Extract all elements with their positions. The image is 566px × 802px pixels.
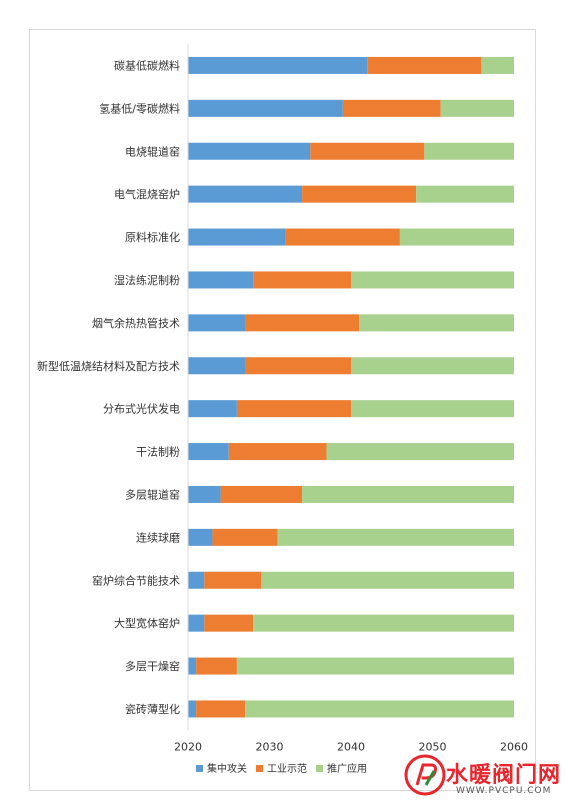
watermark: 水暖阀门网 WWW.PVCPU.COM bbox=[396, 753, 566, 802]
bar-segment bbox=[277, 528, 514, 546]
category-label: 电气混烧窑炉 bbox=[114, 187, 180, 201]
bar-segment bbox=[188, 228, 286, 246]
category-label: 瓷砖薄型化 bbox=[125, 702, 180, 716]
x-tick-label: 2020 bbox=[174, 740, 202, 753]
bar-segment bbox=[220, 485, 303, 503]
bar-segment bbox=[302, 485, 514, 503]
bar-segment bbox=[285, 228, 400, 246]
legend-label: 工业示范 bbox=[267, 762, 307, 775]
bar-segment bbox=[188, 185, 303, 203]
bar-segment bbox=[204, 614, 254, 632]
category-label: 湿法练泥制粉 bbox=[114, 273, 180, 287]
category-label: 干法制粉 bbox=[136, 445, 180, 459]
bar-segment bbox=[245, 700, 515, 718]
bar-segment bbox=[188, 657, 197, 675]
bar-segment bbox=[310, 142, 425, 160]
bar-segment bbox=[188, 357, 246, 375]
category-label: 氢基低/零碳燃料 bbox=[99, 101, 180, 115]
bar-segment bbox=[188, 142, 311, 160]
bar-segment bbox=[188, 271, 254, 289]
x-tick-label: 2040 bbox=[337, 740, 365, 753]
bar-segment bbox=[326, 443, 514, 461]
bar-segment bbox=[188, 400, 237, 418]
legend-swatch bbox=[256, 765, 263, 772]
bar-segment bbox=[212, 528, 278, 546]
bar-segment bbox=[188, 99, 343, 117]
bar-segment bbox=[245, 357, 351, 375]
watermark-title: 水暖阀门网 bbox=[446, 763, 562, 788]
bar-segment bbox=[245, 314, 360, 332]
bar-segment bbox=[188, 485, 221, 503]
bar-segment bbox=[351, 271, 514, 289]
category-label: 窑炉综合节能技术 bbox=[92, 573, 180, 587]
bar-segment bbox=[302, 185, 417, 203]
bar-segment bbox=[228, 443, 327, 461]
bar-segment bbox=[253, 271, 351, 289]
bar-segment bbox=[196, 700, 246, 718]
bar-segment bbox=[351, 357, 514, 375]
bar-segment bbox=[188, 700, 197, 718]
bar-segment bbox=[188, 56, 368, 74]
chart-frame bbox=[29, 29, 536, 791]
bar-segment bbox=[188, 571, 205, 589]
bar-segment bbox=[440, 99, 514, 117]
bar-segment bbox=[196, 657, 237, 675]
bar-segment bbox=[188, 528, 213, 546]
legend-swatch bbox=[316, 765, 323, 772]
bar-segment bbox=[261, 571, 514, 589]
x-tick-label: 2050 bbox=[419, 740, 447, 753]
watermark-subtitle: WWW.PVCPU.COM bbox=[456, 786, 552, 796]
category-label: 碳基低碳燃料 bbox=[114, 58, 180, 72]
bar-segment bbox=[236, 657, 514, 675]
bar-segment bbox=[253, 614, 514, 632]
bar-segment bbox=[481, 56, 514, 74]
bar-segment bbox=[367, 56, 482, 74]
bar-segment bbox=[416, 185, 514, 203]
bar-segment bbox=[204, 571, 262, 589]
legend-swatch bbox=[196, 765, 203, 772]
category-label: 新型低温烧结材料及配方技术 bbox=[37, 359, 180, 373]
category-label: 分布式光伏发电 bbox=[103, 402, 180, 416]
category-label: 连续球磨 bbox=[136, 530, 180, 544]
x-tick-label: 2030 bbox=[256, 740, 284, 753]
bar-segment bbox=[399, 228, 514, 246]
legend-label: 集中攻关 bbox=[207, 762, 247, 775]
bar-segment bbox=[359, 314, 514, 332]
category-label: 多层干燥窑 bbox=[125, 659, 180, 673]
pv-logo-icon bbox=[404, 754, 446, 796]
category-label: 原料标准化 bbox=[125, 230, 180, 244]
bar-segment bbox=[342, 99, 441, 117]
bar-segment bbox=[188, 443, 229, 461]
category-label: 烟气余热热管技术 bbox=[92, 316, 180, 330]
category-label: 电烧辊道窑 bbox=[125, 144, 180, 158]
legend-label: 推广应用 bbox=[327, 762, 367, 775]
bar-segment bbox=[236, 400, 351, 418]
category-label: 大型宽体窑炉 bbox=[114, 616, 180, 630]
x-tick-label: 2060 bbox=[500, 740, 528, 753]
bar-segment bbox=[424, 142, 514, 160]
bar-segment bbox=[188, 614, 205, 632]
bar-segment bbox=[188, 314, 246, 332]
category-label: 多层辊道窑 bbox=[125, 487, 180, 501]
bar-segment bbox=[351, 400, 514, 418]
